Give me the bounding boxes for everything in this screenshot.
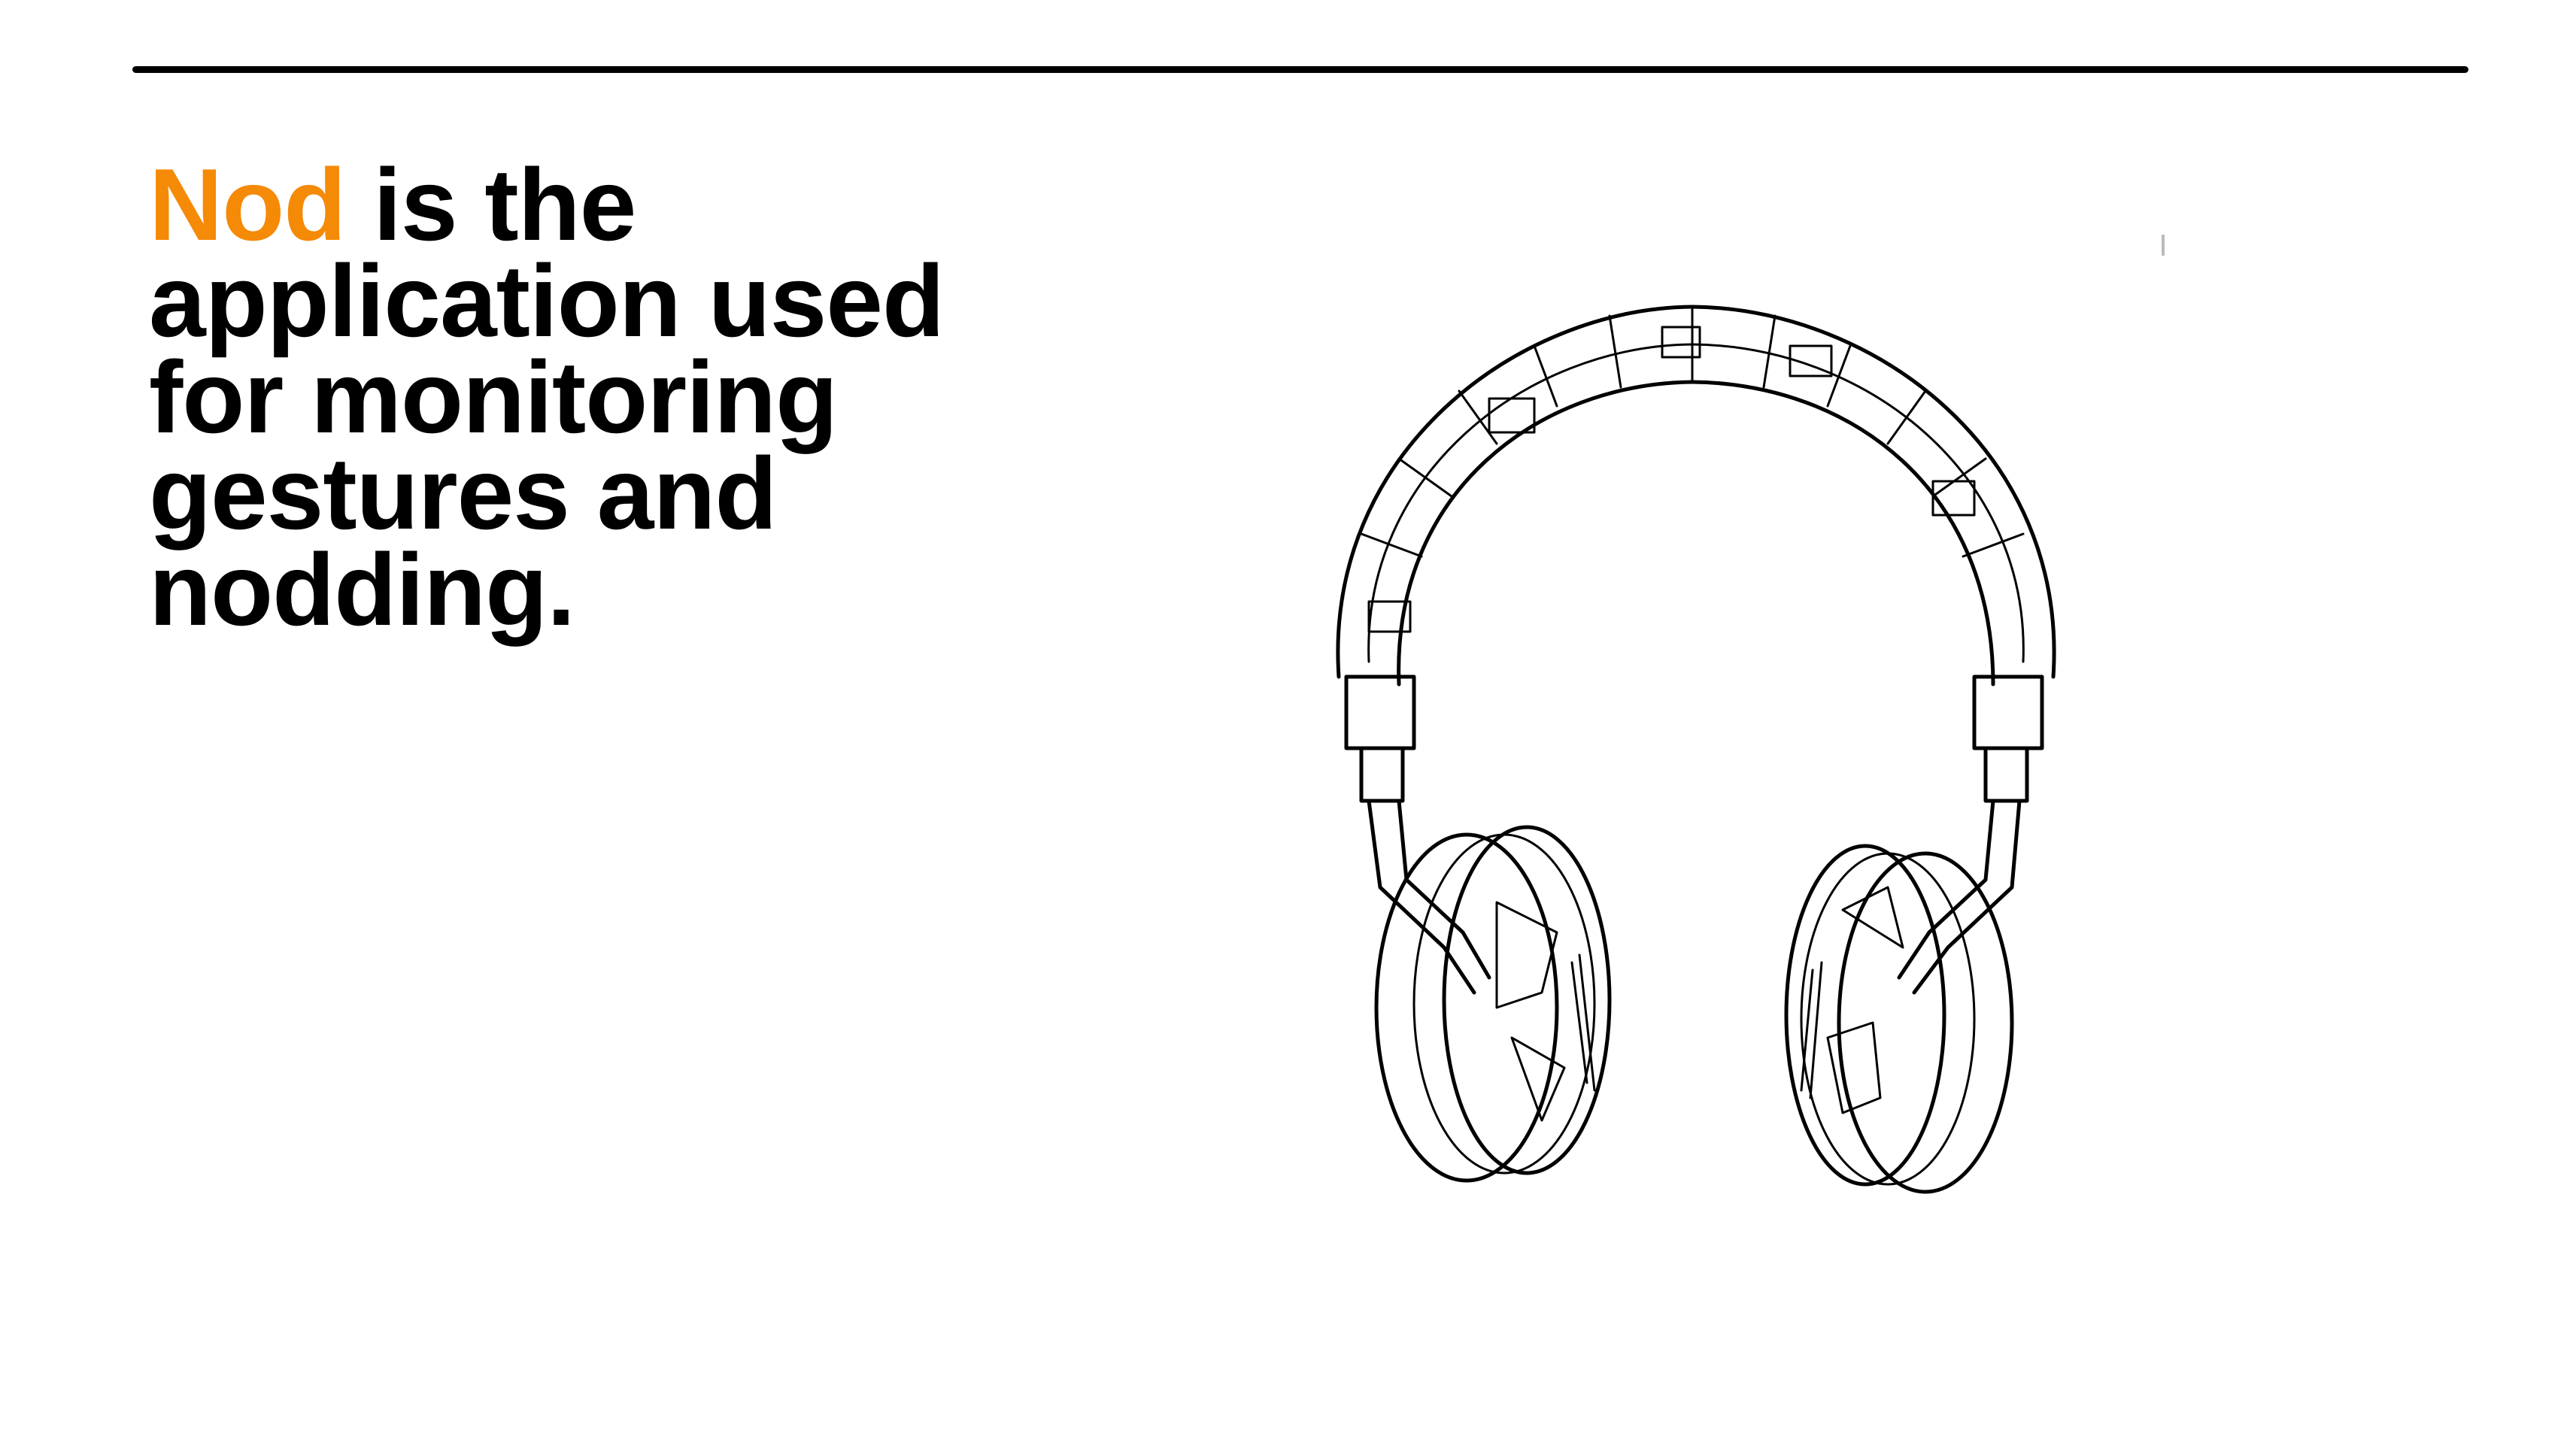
top-divider-rule [132,66,2468,73]
right-earcup-outer [1837,851,2014,1194]
right-slider-block [1972,674,2044,750]
left-earcup-outer [1374,832,1559,1183]
headline-text: is the application used for monitoring g… [149,147,945,647]
decorative-speck [2162,235,2165,256]
right-earcup-cushion [1784,844,1946,1187]
headline-accent-word: Nod [149,147,346,262]
headphones-sketch-icon [1336,305,2056,1194]
left-earcup-cushion [1442,825,1612,1175]
left-slider-block [1344,674,1416,750]
headband-inner [1397,380,1995,687]
slide-headline: Nod is the application used for monitori… [149,153,1051,641]
